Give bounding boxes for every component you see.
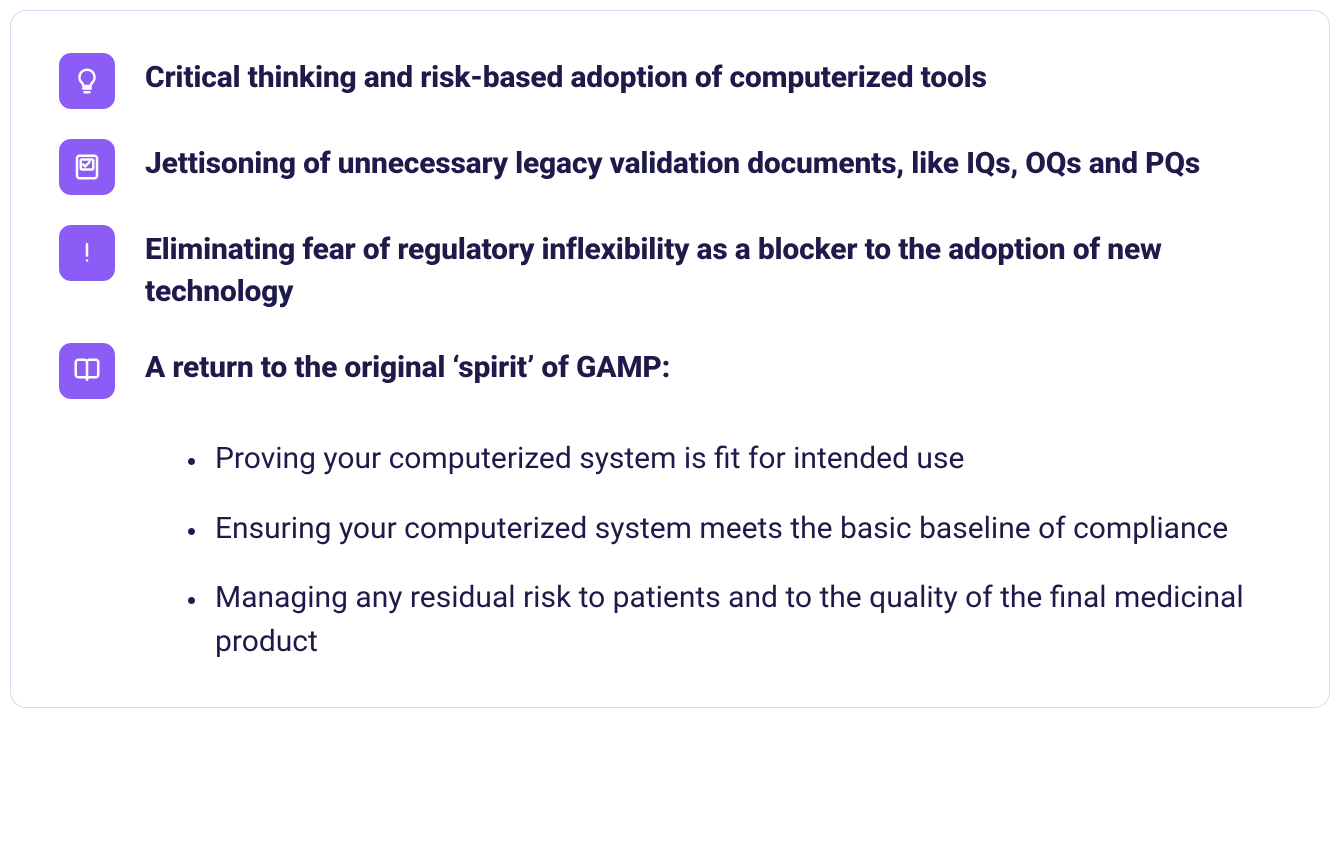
- exclaim-icon: [59, 225, 115, 281]
- bullet-list: Proving your computerized system is fit …: [181, 437, 1281, 663]
- point-row: Eliminating fear of regulatory inflexibi…: [59, 223, 1281, 313]
- point-text: Critical thinking and risk-based adoptio…: [145, 51, 1281, 99]
- point-text: Jettisoning of unnecessary legacy valida…: [145, 137, 1281, 185]
- point-text: A return to the original ‘spirit’ of GAM…: [145, 341, 1281, 389]
- bullet-item: Proving your computerized system is fit …: [209, 437, 1281, 481]
- point-row: Jettisoning of unnecessary legacy valida…: [59, 137, 1281, 195]
- lightbulb-icon: [59, 53, 115, 109]
- note-check-icon: [59, 139, 115, 195]
- point-row: A return to the original ‘spirit’ of GAM…: [59, 341, 1281, 399]
- point-text: Eliminating fear of regulatory inflexibi…: [145, 223, 1281, 313]
- info-card: Critical thinking and risk-based adoptio…: [10, 10, 1330, 708]
- bullet-item: Ensuring your computerized system meets …: [209, 507, 1281, 551]
- bullet-item: Managing any residual risk to patients a…: [209, 576, 1281, 663]
- point-row: Critical thinking and risk-based adoptio…: [59, 51, 1281, 109]
- book-icon: [59, 343, 115, 399]
